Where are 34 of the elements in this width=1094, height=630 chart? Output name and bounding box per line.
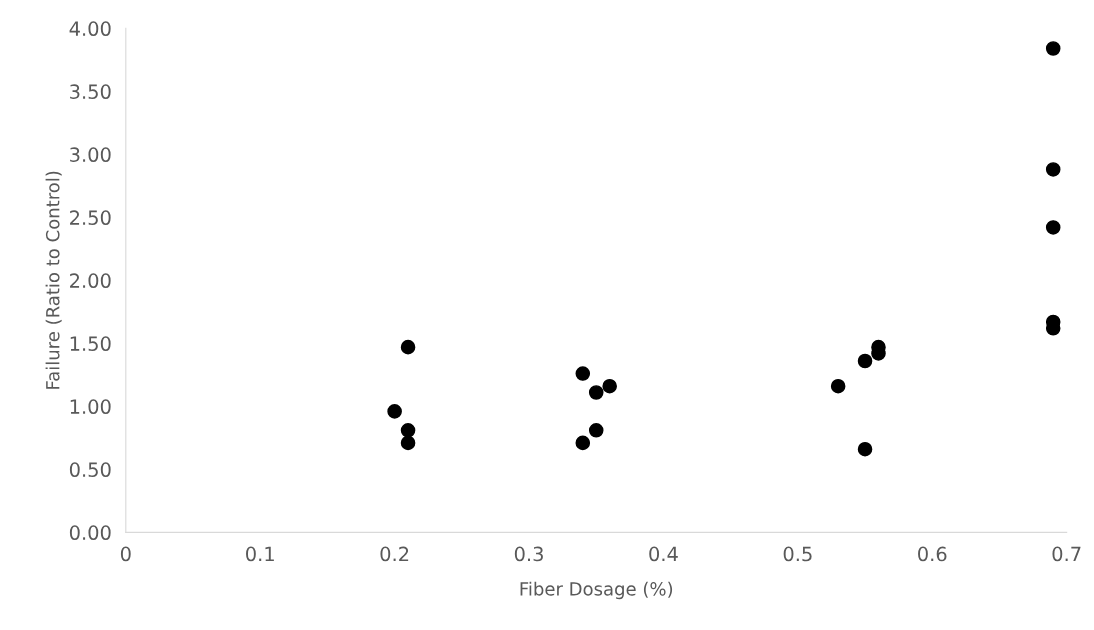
y-tick-label: 3.50	[70, 84, 111, 100]
point	[1045, 162, 1061, 177]
point	[400, 423, 416, 438]
point	[1045, 41, 1061, 56]
point	[400, 339, 416, 355]
point	[400, 435, 416, 451]
y-tick-label: 1.00	[70, 399, 111, 415]
x-tick-label: 0.4	[649, 546, 678, 562]
x-tick-label: 0.6	[918, 546, 947, 562]
y-tick-label: 4.00	[69, 21, 111, 37]
y-tick-label: 0.50	[69, 462, 111, 478]
x-axis-title: Fiber Dosage (%)	[520, 581, 673, 600]
point	[387, 404, 402, 419]
y-tick-label: 2.00	[70, 273, 111, 289]
x-tick-label: 0.2	[380, 546, 409, 562]
y-tick-label: 1.50	[70, 336, 111, 352]
x-tick-label: 0.3	[514, 546, 543, 562]
y-tick-label: 2.50	[70, 210, 111, 226]
x-tick-label: 0	[120, 546, 131, 562]
point	[1045, 220, 1061, 235]
point	[857, 353, 873, 369]
x-tick-label: 0.5	[783, 546, 812, 562]
point	[575, 366, 591, 381]
x-tick-label: 0.7	[1052, 546, 1081, 562]
point	[857, 441, 873, 457]
point	[575, 435, 591, 451]
point	[588, 385, 604, 400]
y-tick-label: 0.00	[69, 525, 111, 541]
point	[588, 423, 604, 438]
y-axis-title: Failure (Ratio to Control)	[45, 171, 62, 389]
y-tick-label: 3.00	[70, 147, 111, 163]
point	[602, 378, 617, 394]
x-tick-label: 0.1	[246, 546, 274, 562]
point	[830, 378, 846, 394]
